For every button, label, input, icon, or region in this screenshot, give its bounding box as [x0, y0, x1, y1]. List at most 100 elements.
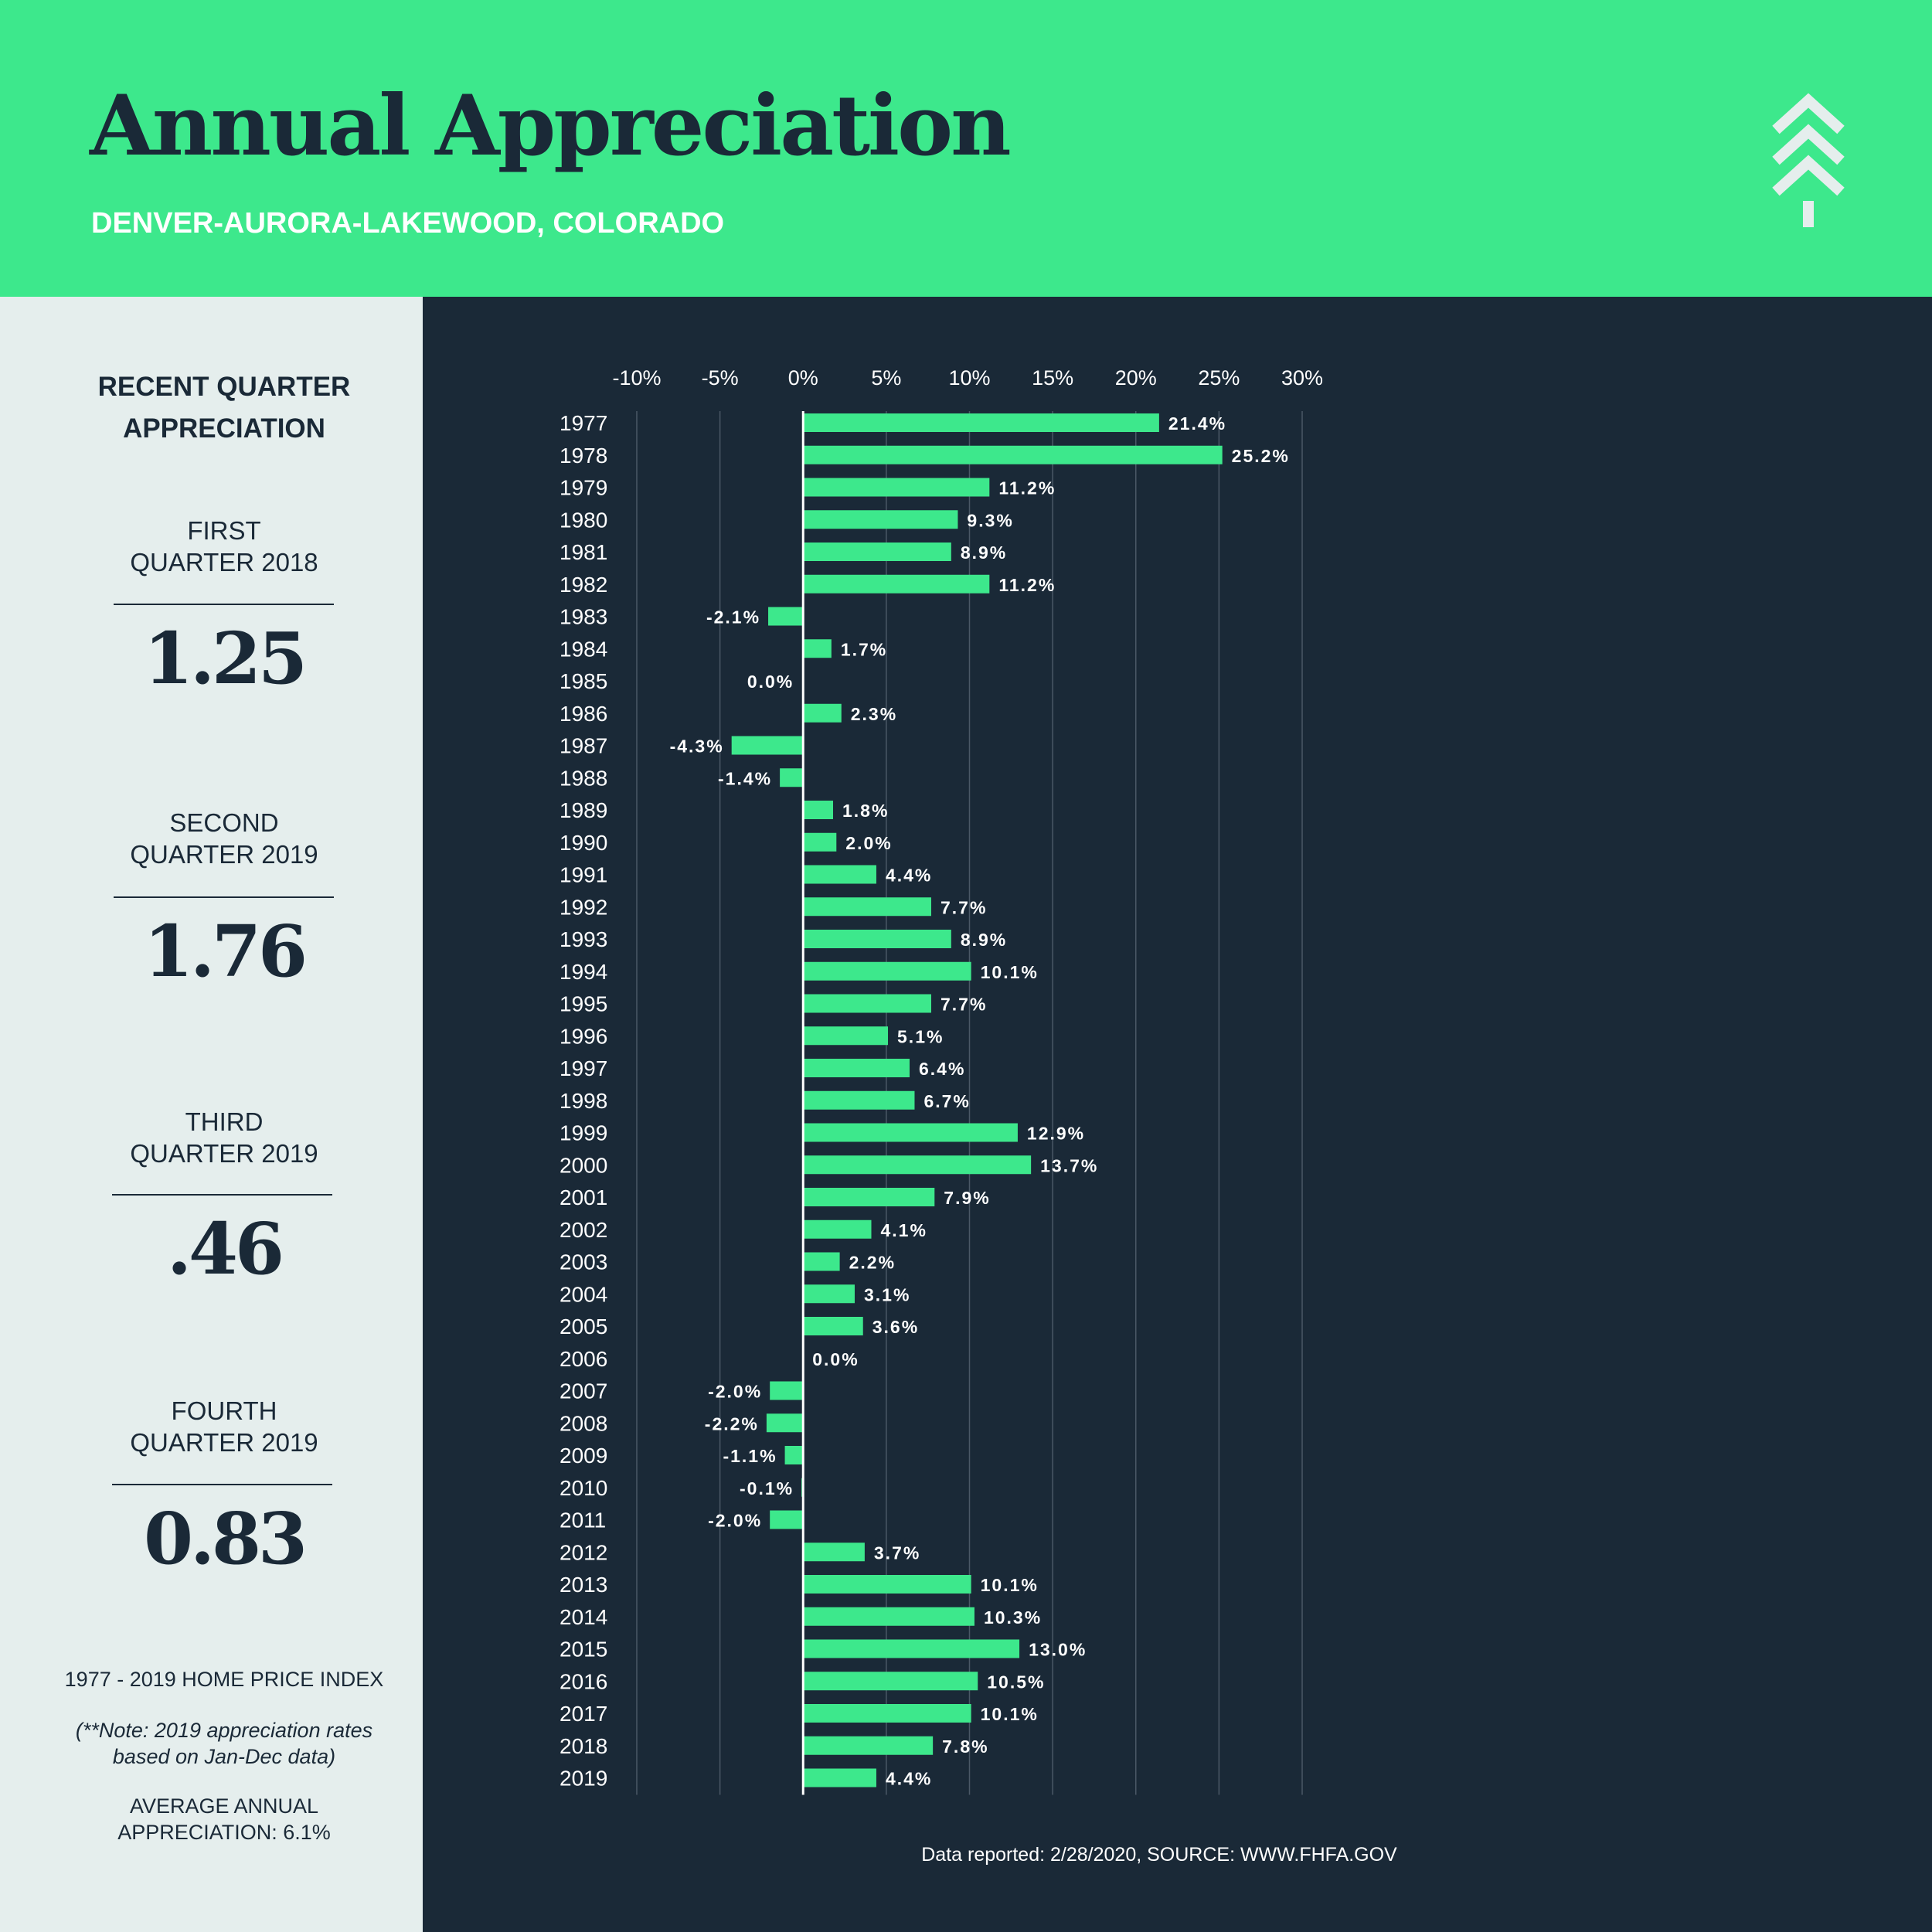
- data-label: 3.7%: [874, 1543, 920, 1563]
- y-category-label: 1989: [560, 798, 607, 822]
- chevrons-up-arrow-icon: [1772, 93, 1845, 227]
- data-label: 8.9%: [961, 543, 1007, 563]
- bar: [803, 445, 1223, 464]
- sidebar-heading-line2: APPRECIATION: [123, 413, 325, 444]
- data-label: 7.7%: [940, 995, 987, 1015]
- y-category-label: 1978: [560, 444, 607, 468]
- y-category-label: 1988: [560, 766, 607, 790]
- index-label: 1977 - 2019 HOME PRICE INDEX: [64, 1668, 384, 1691]
- page-subtitle: DENVER-AURORA-LAKEWOOD, COLORADO: [91, 207, 725, 240]
- bar: [803, 1639, 1020, 1658]
- bar: [803, 930, 951, 948]
- bar: [803, 1704, 971, 1723]
- page-title: Annual Appreciation: [90, 77, 1012, 175]
- y-category-label: 1990: [560, 831, 607, 855]
- bar: [766, 1413, 804, 1433]
- y-category-label: 1995: [560, 992, 607, 1016]
- data-label: 3.6%: [872, 1317, 919, 1337]
- y-category-label: 2011: [560, 1509, 606, 1532]
- y-category-label: 2002: [560, 1218, 607, 1242]
- bar: [803, 703, 842, 723]
- y-category-label: 1986: [560, 702, 607, 726]
- sidebar-heading-line1: RECENT QUARTER: [97, 372, 351, 402]
- y-category-label: 2019: [560, 1767, 607, 1791]
- y-category-label: 1998: [560, 1089, 607, 1113]
- y-category-label: 2001: [560, 1185, 607, 1209]
- y-category-label: 2010: [560, 1476, 607, 1500]
- data-label: -2.2%: [705, 1413, 759, 1434]
- data-label: 0.0%: [812, 1349, 859, 1369]
- y-category-label: 2012: [560, 1540, 607, 1564]
- bar: [803, 1672, 978, 1691]
- y-category-label: 1985: [560, 669, 607, 693]
- data-label: 7.8%: [942, 1736, 988, 1757]
- data-label: 10.3%: [984, 1607, 1042, 1628]
- bar: [803, 1252, 840, 1271]
- x-tick-label: 20%: [1115, 366, 1157, 389]
- data-label: 1.7%: [841, 639, 887, 659]
- bar: [803, 1090, 915, 1110]
- y-category-label: 2018: [560, 1734, 607, 1758]
- data-label: 6.4%: [919, 1059, 965, 1079]
- bar: [803, 510, 958, 529]
- data-label: 10.5%: [987, 1672, 1045, 1692]
- y-category-label: 2000: [560, 1153, 607, 1177]
- y-category-label: 1979: [560, 476, 607, 500]
- data-label: 12.9%: [1027, 1124, 1085, 1144]
- bar: [803, 639, 832, 658]
- data-label: 25.2%: [1232, 446, 1290, 466]
- bar: [803, 897, 931, 917]
- bar: [803, 1219, 872, 1239]
- y-category-label: 1984: [560, 637, 607, 661]
- y-category-label: 2015: [560, 1638, 607, 1662]
- note-line1: (**Note: 2019 appreciation rates: [75, 1719, 373, 1742]
- y-category-label: 1981: [560, 540, 607, 564]
- x-tick-label: 30%: [1281, 366, 1323, 389]
- y-category-label: 1993: [560, 927, 607, 951]
- bar: [803, 543, 951, 561]
- x-tick-label: 0%: [788, 366, 818, 389]
- data-label: 13.7%: [1040, 1155, 1098, 1175]
- quarter-3-divider: [112, 1194, 332, 1196]
- y-category-label: 1992: [560, 895, 607, 919]
- bar: [768, 607, 804, 626]
- y-category-label: 2004: [560, 1282, 607, 1306]
- data-label: 8.9%: [961, 930, 1007, 950]
- x-tick-label: -10%: [612, 366, 661, 389]
- x-tick-label: -5%: [702, 366, 739, 389]
- data-label: 2.2%: [849, 1253, 896, 1273]
- quarter-4-value: 0.83: [143, 1497, 308, 1580]
- bar: [803, 1607, 975, 1626]
- quarter-4-label-line2: QUARTER 2019: [130, 1428, 318, 1457]
- y-category-label: 2013: [560, 1573, 607, 1597]
- bar: [731, 736, 804, 755]
- appreciation-bar-chart: -10% -5% 0% 5% 10% 15% 20% 25% 30% 1977 21.4% 1978 2…: [560, 366, 1323, 1795]
- note-line2: based on Jan-Dec data): [112, 1745, 336, 1768]
- data-label: 3.1%: [864, 1284, 910, 1304]
- data-label: 4.1%: [881, 1220, 927, 1240]
- bar: [803, 994, 931, 1013]
- data-label: 10.1%: [981, 1704, 1039, 1724]
- data-label: 2.0%: [845, 833, 892, 853]
- data-label: 4.4%: [886, 866, 932, 886]
- y-category-label: 1977: [560, 411, 607, 435]
- data-label: -1.1%: [723, 1446, 777, 1466]
- data-label: 13.0%: [1029, 1640, 1087, 1660]
- data-label: 0.0%: [747, 672, 794, 692]
- data-label: 11.2%: [998, 478, 1056, 498]
- quarter-2-divider: [114, 896, 334, 898]
- data-label: 7.9%: [944, 1188, 990, 1208]
- data-label: -4.3%: [670, 736, 724, 757]
- sidebar-panel: RECENT QUARTER APPRECIATION FIRST QUARTE…: [0, 297, 423, 1932]
- bar: [803, 1768, 876, 1787]
- quarter-3-label-line2: QUARTER 2019: [130, 1139, 318, 1168]
- bar: [803, 478, 990, 497]
- y-category-label: 1983: [560, 605, 607, 629]
- data-label: 11.2%: [998, 575, 1056, 595]
- y-category-label: 2008: [560, 1411, 607, 1435]
- bar: [803, 1736, 934, 1755]
- bar: [803, 1543, 865, 1562]
- average-line1: AVERAGE ANNUAL: [129, 1794, 319, 1818]
- bar: [803, 1059, 910, 1077]
- data-label: 4.4%: [886, 1769, 932, 1789]
